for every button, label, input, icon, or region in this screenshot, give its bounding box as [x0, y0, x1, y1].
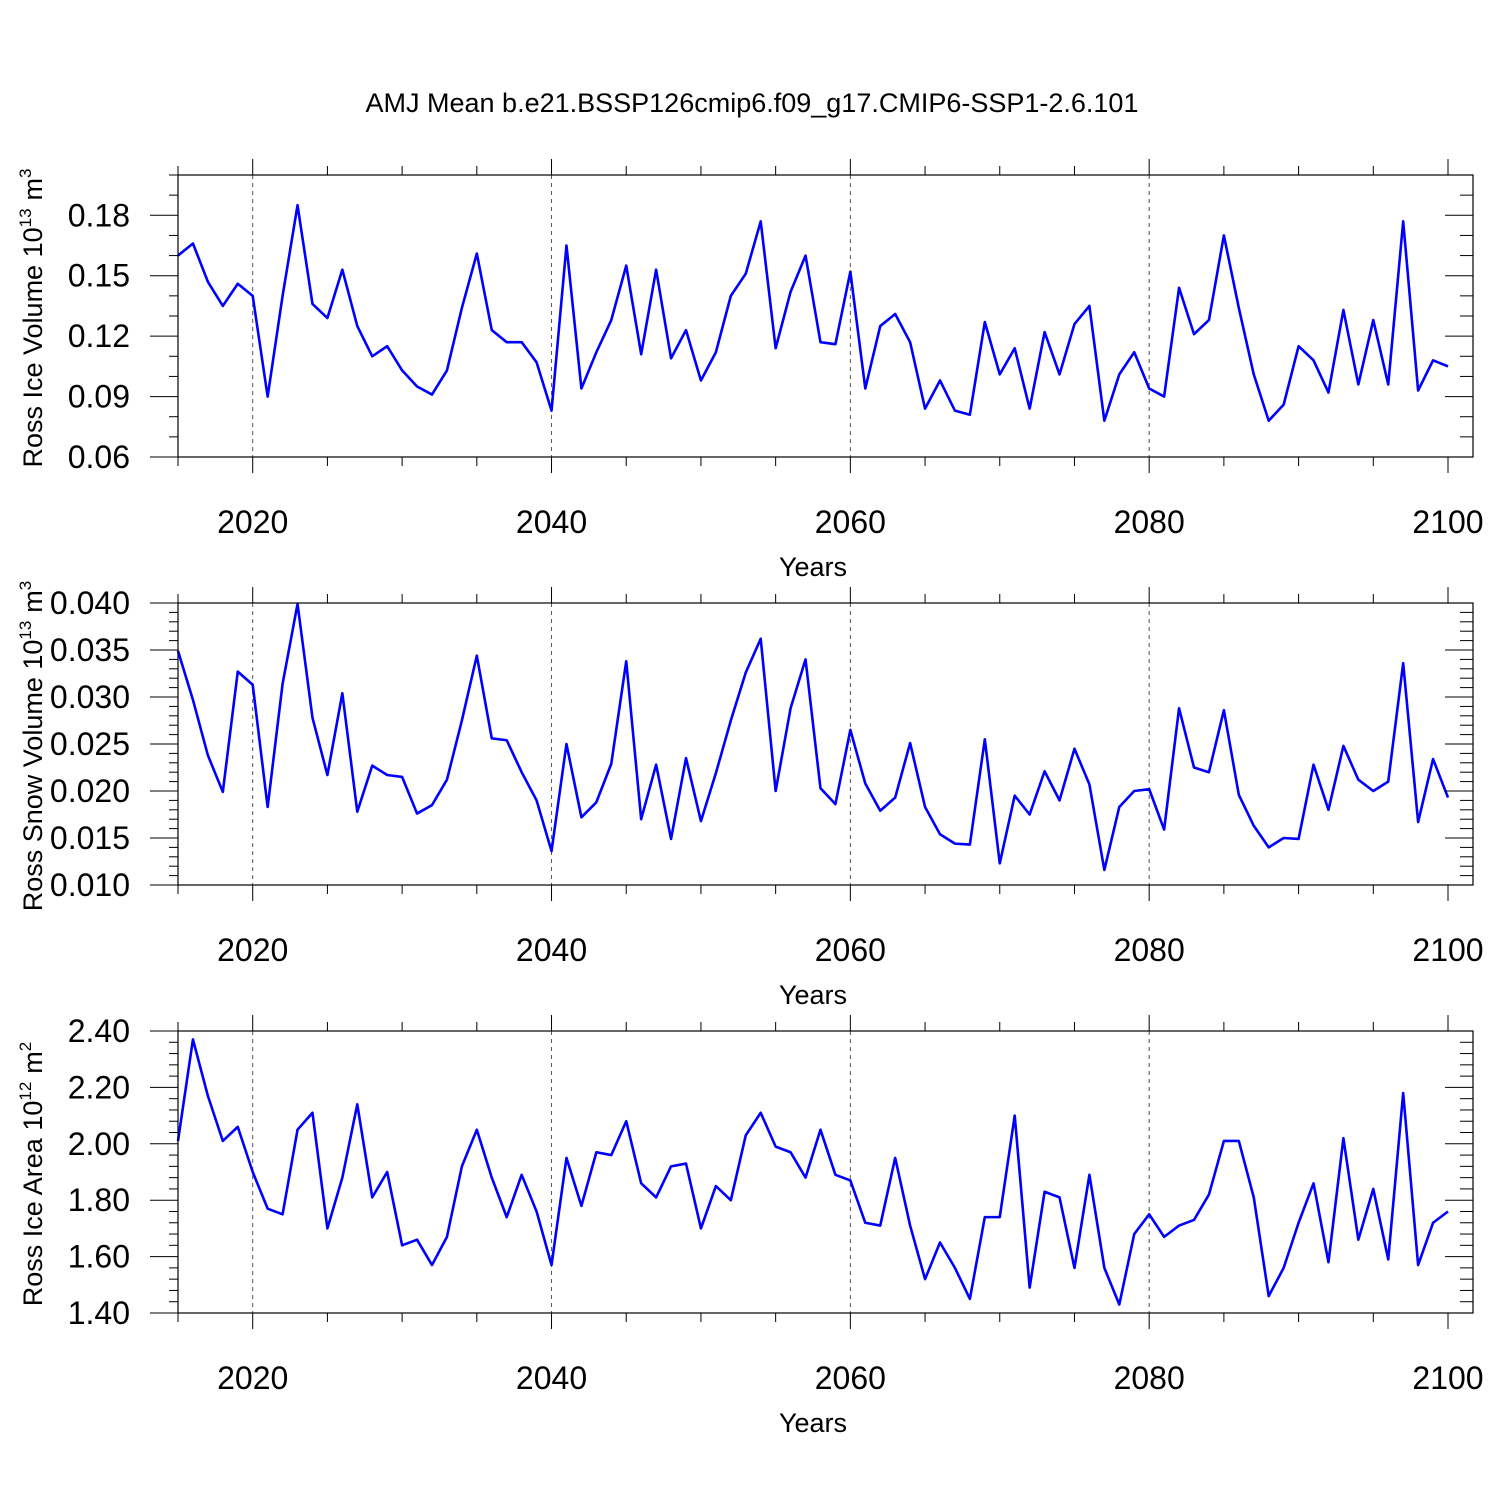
x-tick-label-2080: 2080 — [1114, 1360, 1185, 1396]
series-line — [176, 602, 1450, 872]
y-axis-label: Ross Ice Volume 1013 m3 — [16, 168, 48, 467]
y-tick-label: 2.00 — [68, 1126, 130, 1162]
y-axis-label-unit-exponent: 3 — [16, 168, 35, 177]
y-axis-label: Ross Snow Volume 1013 m3 — [16, 581, 48, 912]
figure-title: AMJ Mean b.e21.BSSP126cmip6.f09_g17.CMIP… — [366, 88, 1139, 118]
x-tick-label-2060: 2060 — [815, 504, 886, 540]
y-tick-label: 0.020 — [50, 773, 130, 809]
panel-1: 2020 2040 2060 2080 2100 Years 0.06 0.09 0.12 0.1… — [16, 159, 1484, 582]
y-tick-label: 0.025 — [50, 726, 130, 762]
x-tick-label-2020: 2020 — [217, 932, 288, 968]
y-tick-label: 0.12 — [68, 318, 130, 354]
x-tick-label-2080: 2080 — [1114, 932, 1185, 968]
x-tick-label-2100: 2100 — [1412, 504, 1483, 540]
y-axis-label-unit-exponent: 2 — [16, 1042, 35, 1051]
panel-2: 2020 2040 2060 2080 2100 Years 0.010 0.015 0.020… — [16, 581, 1484, 1010]
y-tick-label: 0.010 — [50, 867, 130, 903]
y-axis-label-exponent: 13 — [16, 208, 35, 227]
series-line — [177, 203, 1449, 423]
y-axis-label-unit: m — [18, 178, 48, 201]
x-tick-label-2100: 2100 — [1412, 932, 1483, 968]
y-tick-label: 1.80 — [68, 1182, 130, 1218]
x-tick-label-2020: 2020 — [217, 504, 288, 540]
y-axis-label-unit-exponent: 3 — [16, 581, 35, 590]
y-tick-label: 0.09 — [68, 379, 130, 415]
y-axis-label-exponent: 12 — [16, 1082, 35, 1101]
y-tick-label: 1.40 — [68, 1295, 130, 1331]
y-tick-label: 0.15 — [68, 258, 130, 294]
y-tick-label: 2.20 — [68, 1069, 130, 1105]
y-axis-label-main: Ross Ice Volume 10 — [18, 227, 48, 467]
plot-frame — [177, 1030, 1474, 1314]
y-axis-label-unit: m — [18, 1051, 48, 1074]
y-axis-label-unit: m — [18, 590, 48, 613]
series-line — [176, 1038, 1449, 1306]
panels: 2020 2040 2060 2080 2100 Years 0.06 0.09 0.12 0.1… — [16, 159, 1484, 1438]
y-tick-label: 1.60 — [68, 1239, 130, 1275]
y-tick-label: 0.06 — [68, 439, 130, 475]
y-tick-label: 0.18 — [68, 197, 130, 233]
x-axis-label: Years — [779, 980, 847, 1010]
x-axis-label: Years — [779, 1408, 847, 1438]
panel-3: 2020 2040 2060 2080 2100 Years 1.40 1.60 1.80 2.0… — [16, 1013, 1484, 1438]
x-tick-label-2040: 2040 — [516, 932, 587, 968]
y-axis-label-main: Ross Snow Volume 10 — [18, 640, 48, 912]
y-tick-label: 0.030 — [50, 679, 130, 715]
y-tick-label: 0.035 — [50, 632, 130, 668]
x-tick-label-2100: 2100 — [1412, 1360, 1483, 1396]
y-axis-label: Ross Ice Area 1012 m2 — [16, 1042, 48, 1307]
x-tick-label-2060: 2060 — [815, 932, 886, 968]
x-tick-label-2060: 2060 — [815, 1360, 886, 1396]
y-axis-label-main: Ross Ice Area 10 — [18, 1101, 48, 1307]
y-axis-label-exponent: 13 — [16, 621, 35, 640]
x-tick-label-2080: 2080 — [1114, 504, 1185, 540]
x-tick-label-2040: 2040 — [516, 1360, 587, 1396]
x-tick-label-2040: 2040 — [516, 504, 587, 540]
x-axis-label: Years — [779, 552, 847, 582]
y-tick-label: 0.040 — [50, 585, 130, 621]
y-tick-label: 2.40 — [68, 1013, 130, 1049]
y-tick-label: 0.015 — [50, 820, 130, 856]
x-tick-label-2020: 2020 — [217, 1360, 288, 1396]
